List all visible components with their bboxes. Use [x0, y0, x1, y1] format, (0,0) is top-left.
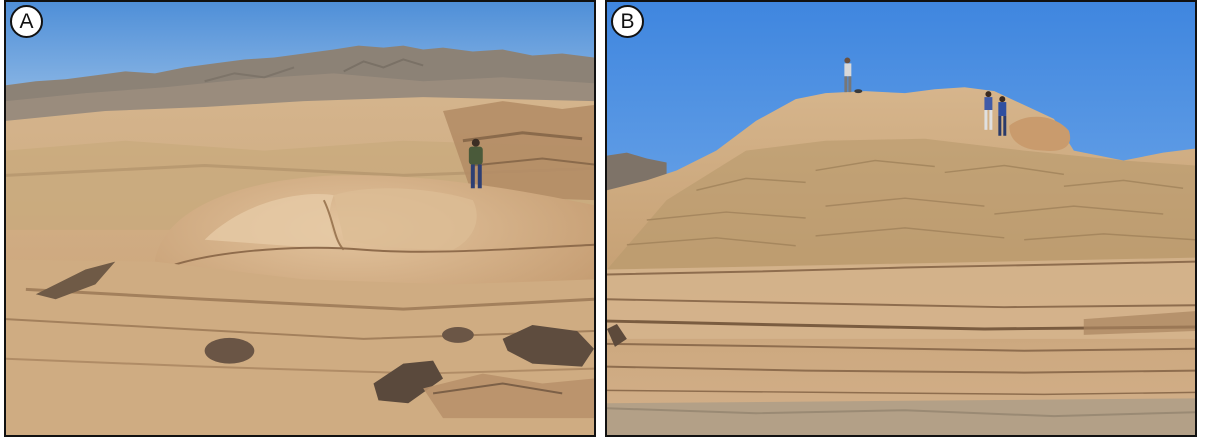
panel-label-b: B: [611, 5, 644, 38]
photo-panel-a: A: [4, 0, 596, 437]
person-standing: [468, 138, 483, 189]
panel-label-a: A: [10, 5, 43, 38]
gravel-ground: [607, 398, 1195, 435]
person-on-summit: [844, 57, 863, 94]
people-group-right: [984, 91, 1007, 136]
photo-panel-b: B: [605, 0, 1197, 437]
panel-a-photo: [6, 2, 594, 435]
boulder: [204, 337, 255, 364]
dark-rock-left: [35, 261, 116, 300]
boulder-foreground: [373, 360, 444, 404]
boulder-cluster: [502, 325, 594, 367]
panel-b-photo: [607, 2, 1195, 435]
rounded-boulder: [1009, 116, 1071, 151]
